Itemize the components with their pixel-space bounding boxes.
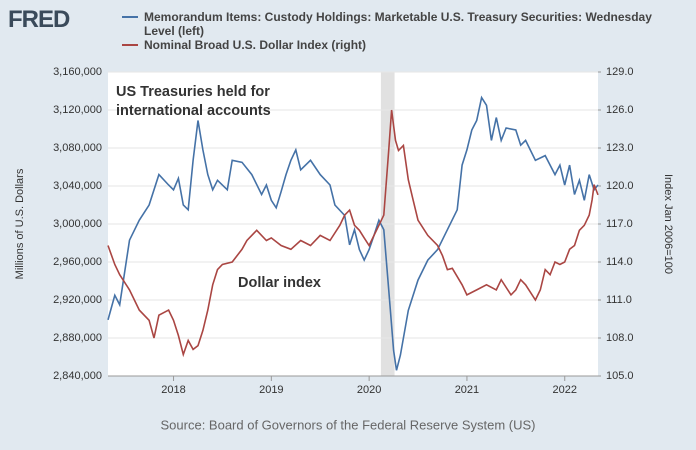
y2-axis-title: Index Jan 2006=100 (662, 174, 674, 274)
logo: FRED (8, 6, 70, 33)
y-tick-label: 3,120,000 (53, 104, 102, 116)
source: Source: Board of Governors of the Federa… (161, 417, 536, 432)
legend-label: Memorandum Items: Custody Holdings: Mark… (144, 10, 652, 38)
y2-tick-label: 108.0 (606, 332, 634, 344)
legend-swatch (122, 44, 138, 46)
y-tick-label: 2,920,000 (53, 294, 102, 306)
data-line (107, 109, 599, 358)
annotation: international accounts (116, 103, 271, 119)
x-tick-label: 2020 (357, 384, 381, 396)
y-tick-label: 3,000,000 (53, 218, 102, 230)
y2-tick-label: 105.0 (606, 370, 634, 382)
y2-tick-label: 117.0 (606, 218, 633, 230)
x-tick-label: 2021 (455, 384, 479, 396)
legend-label: Nominal Broad U.S. Dollar Index (right) (144, 38, 367, 52)
legend-entry: Memorandum Items: Custody Holdings: Mark… (122, 10, 682, 38)
y-tick-label: 3,080,000 (53, 142, 102, 154)
y2-tick-label: 111.0 (606, 294, 632, 306)
y2-tick-label: 114.0 (606, 256, 633, 268)
y2-tick-label: 126.0 (606, 104, 634, 116)
y-tick-label: 2,960,000 (53, 256, 102, 268)
annotation: US Treasuries held for (116, 84, 270, 100)
y-tick-label: 2,880,000 (53, 332, 102, 344)
annotation: Dollar index (238, 275, 321, 291)
legend-swatch (122, 16, 138, 18)
legend: Memorandum Items: Custody Holdings: Mark… (122, 10, 682, 52)
y-tick-label: 3,160,000 (53, 66, 102, 78)
x-tick-label: 2022 (553, 384, 577, 396)
x-tick-label: 2019 (259, 384, 283, 396)
x-tick-label: 2018 (161, 384, 185, 396)
y2-tick-label: 120.0 (606, 180, 634, 192)
y2-tick-label: 123.0 (606, 142, 634, 154)
data-line (107, 95, 599, 371)
y2-tick-label: 129.0 (606, 66, 634, 78)
legend-entry: Nominal Broad U.S. Dollar Index (right) (122, 38, 682, 52)
y-tick-label: 2,840,000 (53, 370, 102, 382)
y-axis-title: Millions of U.S. Dollars (14, 168, 26, 279)
y-tick-label: 3,040,000 (53, 180, 102, 192)
